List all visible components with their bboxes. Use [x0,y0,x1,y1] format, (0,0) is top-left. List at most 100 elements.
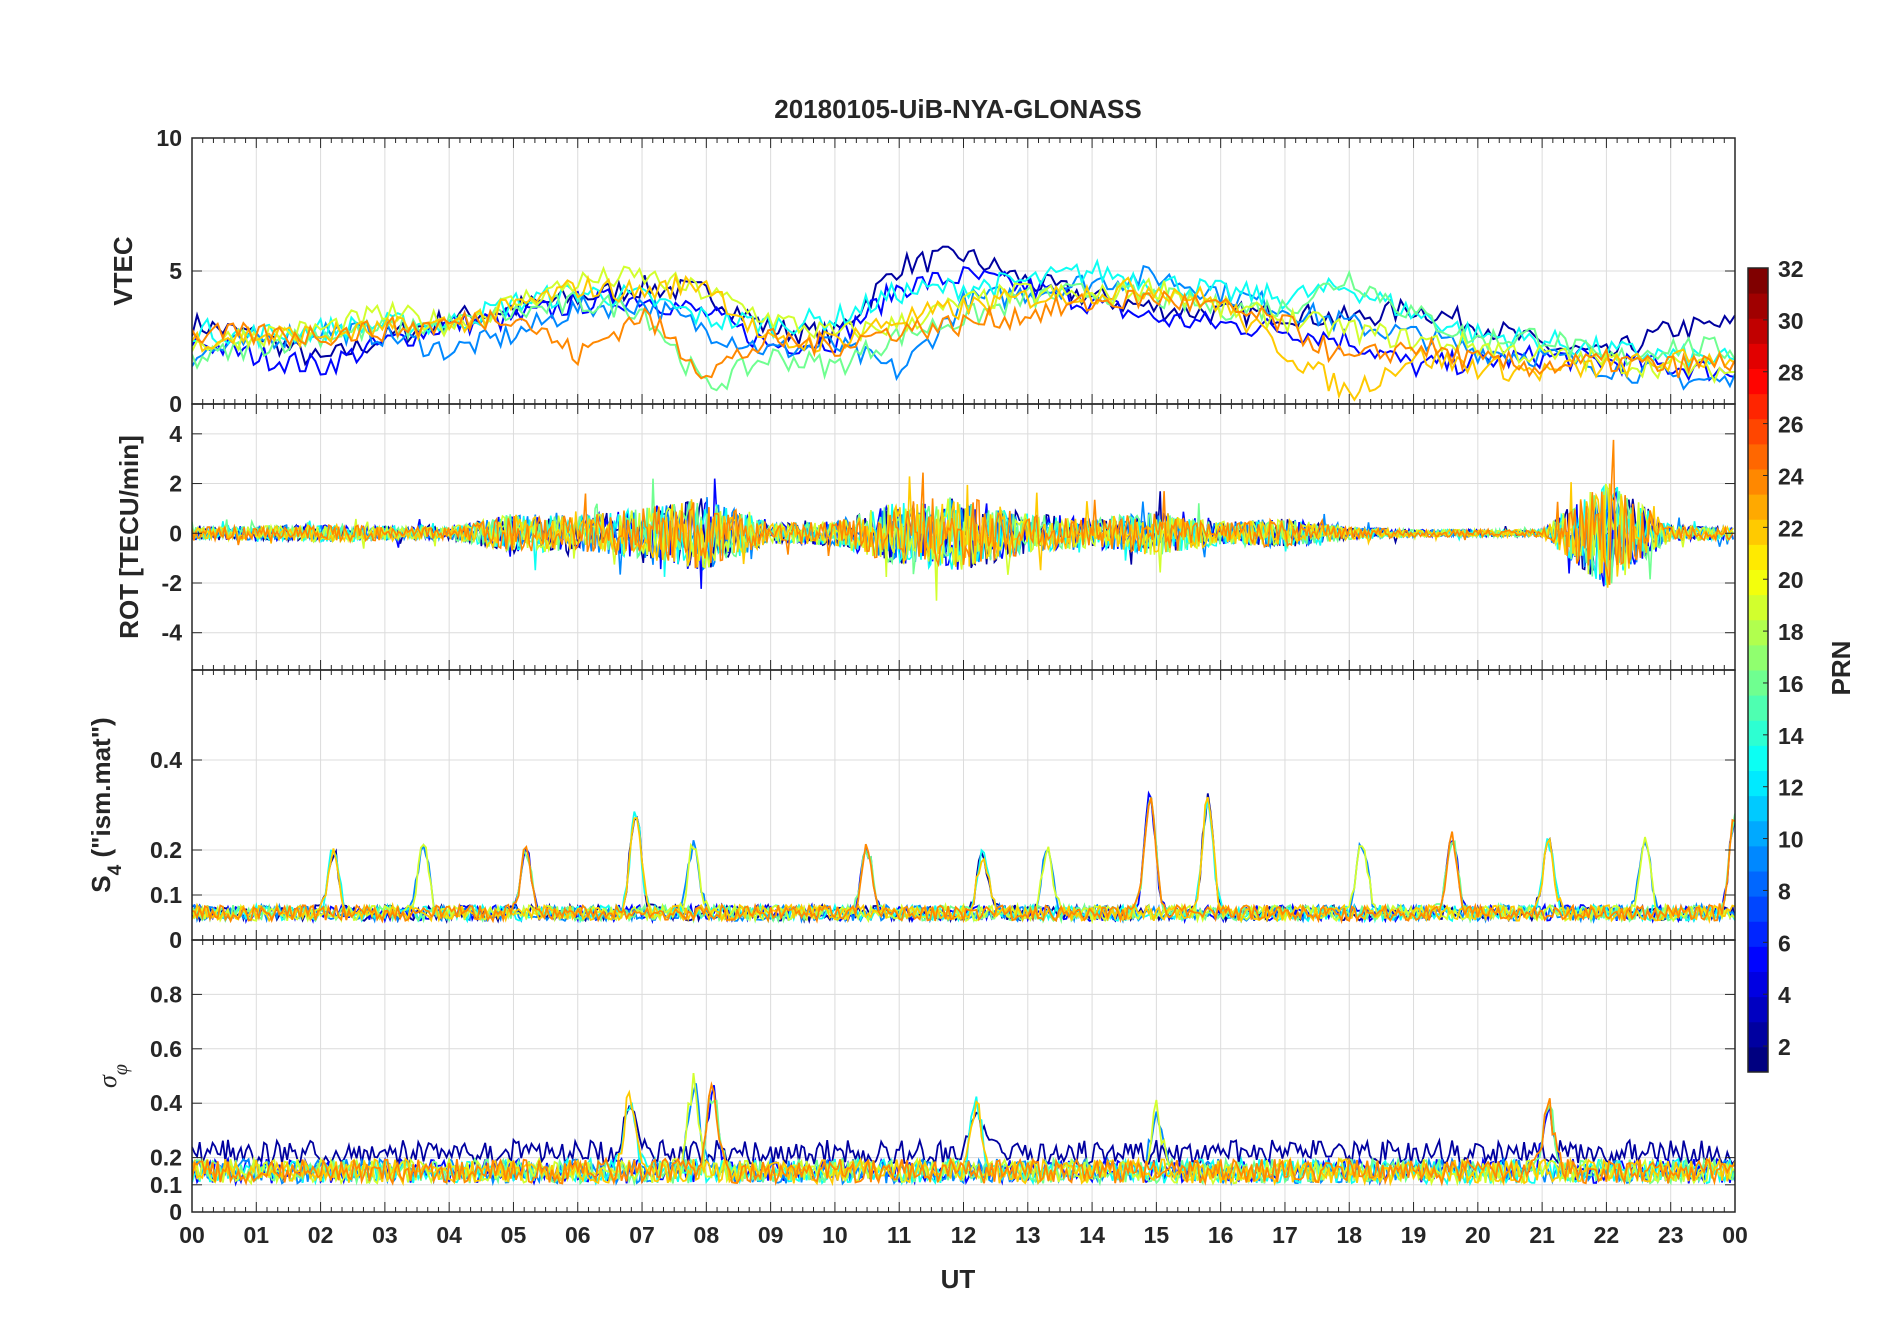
y-tick-label: 0.8 [150,981,182,1007]
colorbar-swatch [1748,971,1768,998]
colorbar-swatch [1748,293,1768,319]
y-tick-label: 0 [169,391,182,417]
colorbar-swatch [1748,795,1768,822]
x-tick-label: 05 [501,1222,527,1248]
x-tick-label: 19 [1401,1222,1427,1248]
colorbar-label: PRN [1826,641,1856,696]
x-axis-label: UT [941,1264,976,1294]
y-tick-label: 0.4 [150,747,182,773]
colorbar-swatch [1748,695,1768,721]
colorbar-tick-label: 8 [1778,878,1791,904]
panel-sigma: 00.10.2 0.4 0.6 0.8 σφ [93,939,1736,1225]
colorbar-swatch [1748,418,1768,445]
x-tick-label: 10 [822,1222,848,1248]
x-tick-label: 00 [1722,1222,1748,1248]
x-tick-label: 01 [243,1222,269,1248]
series-group-s4 [192,790,1735,925]
colorbar-swatch [1748,871,1768,897]
x-tick-label: 06 [565,1222,591,1248]
x-tick-label: 09 [758,1222,784,1248]
colorbar-swatch [1748,544,1768,570]
x-tick-label: 04 [436,1222,462,1248]
panel-rot: -4 -2 0 2 4 ROT [TECU/min] [114,403,1736,671]
x-tick-label: 18 [1336,1222,1362,1248]
colorbar-tick-label: 28 [1778,360,1804,386]
grid-vtec [191,137,1736,405]
colorbar-frame [1747,267,1769,1073]
colorbar-tick-label: 22 [1778,515,1804,541]
colorbar-swatch [1748,268,1768,294]
s4-series-prn-24 [192,797,1735,925]
panel-vtec: 0 5 10 VTEC [108,125,1736,417]
colorbar-tick-label: 18 [1778,619,1804,645]
colorbar-tick-label: 2 [1778,1034,1791,1060]
colorbar-swatch [1748,619,1768,646]
panel-s4: 0 0.1 0.2 0.4 S4 ("ism.mat") [86,669,1736,953]
y-tick-label: 2 [169,471,182,497]
x-axis: 00 01 02 03 04 05 06 07 08 09 10 11 12 13 14 15 16 17 18 19… [179,1222,1748,1248]
y-tick-label: 0.6 [150,1036,182,1062]
x-tick-label: 08 [694,1222,720,1248]
sigma-series-prn-24 [192,1081,1735,1187]
colorbar-swatch [1748,594,1768,621]
colorbar-swatch [1748,946,1768,972]
y-tick-label: 0 [169,520,182,546]
chart-title: 20180105-UiB-NYA-GLONASS [774,94,1142,124]
y-tick-label: 5 [169,258,182,284]
x-tick-label: 11 [887,1222,912,1248]
x-ticks-s4 [191,670,1736,940]
series-group-sigma [192,1072,1735,1187]
y-tick-label: 0.2 [150,837,182,863]
colorbar-tick-label: 4 [1778,982,1791,1008]
series-group-vtec [192,245,1735,402]
y-tick-label: 0 [169,1199,182,1225]
colorbar-swatch [1748,569,1768,596]
vtec-series-prn-22 [192,272,1735,402]
colorbar-swatch [1748,469,1768,495]
colorbar-swatch [1748,494,1768,520]
vtec-series-prn-16 [192,269,1735,392]
colorbar-swatch [1748,393,1768,420]
y-tick-label: 4 [169,421,182,447]
colorbar-swatch [1748,845,1768,872]
y-tick-label: 0.2 [150,1145,182,1171]
colorbar-swatch [1748,921,1768,947]
x-tick-label: 17 [1272,1222,1298,1248]
colorbar-swatch [1748,996,1768,1023]
y-tick-label: -2 [162,570,182,596]
colorbar-swatch [1748,820,1768,847]
colorbar-swatch [1748,770,1768,797]
y-tick-label: 10 [156,125,182,151]
sigma-series-prn-2 [192,1104,1735,1167]
x-tick-label: 20 [1465,1222,1491,1248]
sigma-series-prn-22 [192,1089,1735,1187]
colorbar-swatch [1748,1021,1768,1048]
colorbar-swatch [1748,519,1768,545]
colorbar-swatch [1748,896,1768,922]
colorbar-swatch [1748,720,1768,746]
colorbar-swatch [1748,318,1768,344]
x-tick-label: 03 [372,1222,398,1248]
colorbar-tick-label: 30 [1778,308,1804,334]
y-tick-label: -4 [162,620,183,646]
x-ticks-rot [191,404,1736,670]
rot-series-prn-24 [192,439,1734,585]
colorbar-tick-label: 32 [1778,256,1804,282]
x-tick-label: 14 [1079,1222,1105,1248]
y-axis-label-vtec: VTEC [108,236,138,306]
y-axis-label-s4: S4 ("ism.mat") [86,717,126,892]
colorbar-tick-label: 12 [1778,775,1804,801]
colorbar-swatch [1748,443,1768,470]
y-tick-label: 0.1 [150,882,182,908]
y-tick-label: 0.4 [150,1090,182,1116]
y-tick-label: 0 [169,927,182,953]
x-tick-label: 13 [1015,1222,1041,1248]
x-tick-label: 00 [179,1222,205,1248]
colorbar-tick-label: 26 [1778,412,1804,438]
vtec-series-prn-24 [192,289,1735,380]
colorbar-tick-label: 10 [1778,827,1804,853]
grid-s4 [191,670,1736,941]
colorbar-swatch [1748,368,1768,395]
